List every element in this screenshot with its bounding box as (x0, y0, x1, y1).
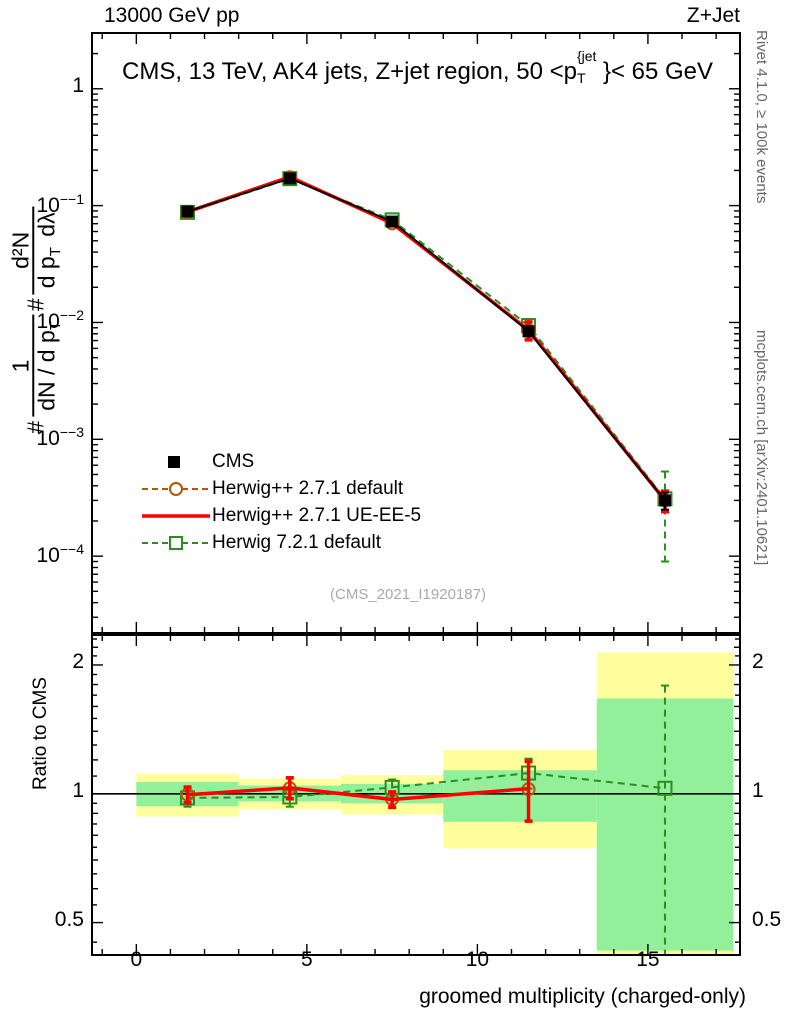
main-y-tick-labels: 1 10−−1 10−−2 10−−3 10−−4 (0, 0, 92, 640)
marker-filled-square (283, 172, 296, 185)
legend-item: Herwig 7.2.1 default (140, 529, 421, 556)
main-y-tick-label: 10−−2 (36, 307, 85, 334)
legend-marker-cms-icon (168, 455, 180, 468)
plot-title: CMS, 13 TeV, AK4 jets, Z+jet region, 50 … (122, 48, 714, 86)
marker-open-square (657, 780, 673, 796)
ratio-data-group (92, 684, 740, 955)
ratio-y-tick-label-right: 0.5 (752, 907, 782, 931)
plot-title-main: CMS, 13 TeV, AK4 jets, Z+jet region, 50 … (122, 58, 577, 85)
main-panel-frame (91, 32, 741, 634)
legend-item: Herwig++ 2.7.1 default (140, 475, 421, 502)
legend-label: CMS (212, 450, 255, 472)
main-data-group (179, 170, 673, 563)
plot-title-sup: {jet (576, 48, 597, 64)
marker-filled-square (522, 325, 535, 338)
analysis-watermark: (CMS_2021_I1920187) (330, 586, 486, 603)
header-left: 13000 GeV pp (104, 4, 240, 27)
main-y-tick-label: 10−−3 (36, 424, 85, 451)
ratio-y-tick-label-right: 1 (752, 778, 764, 802)
legend: CMS Herwig++ 2.7.1 default Herwig++ 2.7.… (140, 448, 421, 556)
marker-filled-square (386, 215, 399, 228)
ratio-y-tick-label-right: 2 (752, 649, 764, 673)
ratio-y-tick-labels-left: 2 1 0.5 (0, 630, 92, 960)
x-axis-label: groomed multiplicity (charged-only) (419, 985, 746, 1008)
legend-label: Herwig 7.2.1 default (212, 531, 381, 553)
ratio-y-tick-labels-right: 2 1 0.5 (742, 630, 786, 960)
plot-title-tail: }< 65 GeV (602, 58, 714, 85)
legend-label: Herwig++ 2.7.1 default (212, 477, 404, 499)
header-right: Z+Jet (686, 4, 740, 27)
legend-marker-herwigpp-ueee5-icon (142, 513, 210, 518)
x-tick-label: 5 (301, 948, 313, 971)
legend-label: Herwig++ 2.7.1 UE-EE-5 (212, 504, 422, 526)
marker-filled-square (658, 494, 671, 507)
legend-marker-herwigpp-default-icon (142, 481, 210, 496)
x-tick-label: 15 (636, 948, 660, 971)
ratio-y-tick-label: 2 (72, 649, 84, 673)
ratio-y-tick-label: 0.5 (54, 907, 84, 931)
data-line (187, 786, 529, 802)
main-y-tick-label: 10−−4 (36, 541, 85, 568)
x-tick-label: 0 (130, 948, 143, 971)
legend-marker-herwig721-icon (142, 535, 210, 550)
main-y-tick-label: 10−−1 (36, 190, 85, 217)
ratio-y-tick-label: 1 (72, 778, 84, 802)
plot-title-sub: T (576, 70, 586, 86)
main-y-tick-label: 1 (72, 73, 84, 97)
legend-item: Herwig++ 2.7.1 UE-EE-5 (140, 502, 421, 529)
x-tick-labels: 0 5 10 15 (0, 948, 786, 982)
ratio-panel-frame (91, 634, 741, 956)
legend-item: CMS (140, 448, 421, 475)
x-tick-label: 10 (465, 948, 490, 971)
data-line (187, 772, 666, 799)
marker-filled-square (181, 205, 194, 218)
